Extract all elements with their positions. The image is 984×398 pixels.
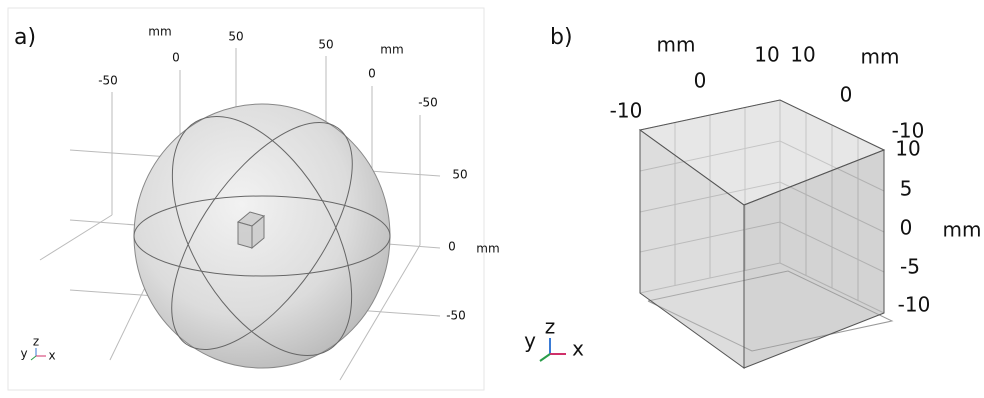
axis-label: 0 xyxy=(840,83,853,107)
axis-label: 0 xyxy=(448,240,456,254)
axis-label: mm xyxy=(476,242,499,256)
axis-label: -10 xyxy=(898,293,931,317)
axis-label: 10 xyxy=(790,43,815,67)
panel-label: b) xyxy=(550,25,573,50)
axis-label: 50 xyxy=(318,38,333,52)
axis-label: 10 xyxy=(895,137,920,161)
axis-label: 0 xyxy=(172,51,180,65)
axis-label: 50 xyxy=(452,168,467,182)
axis-label: 0 xyxy=(368,67,376,81)
axis-triad: y z x xyxy=(20,335,55,363)
axis-triad: y z x xyxy=(524,315,584,362)
axis-label: mm xyxy=(861,45,900,69)
axis-label: mm xyxy=(657,33,696,57)
triad-label: z xyxy=(545,315,556,339)
axis-label: -5 xyxy=(900,255,920,279)
triad-label: y xyxy=(524,329,536,353)
axis-label: 0 xyxy=(694,69,707,93)
axis-label: 10 xyxy=(754,43,779,67)
axis-label: mm xyxy=(380,43,403,57)
axis-label: -50 xyxy=(98,74,118,88)
axis-label: mm xyxy=(148,25,171,39)
panel-a: a) mm 0 50 -50 50 mm 0 -50 50 0 mm -50 y… xyxy=(8,8,500,390)
axis-label: 50 xyxy=(228,30,243,44)
axis-label: -50 xyxy=(418,96,438,110)
axis-label: 0 xyxy=(900,216,913,240)
panel-b: b) mm 10 10 mm 0 0 -10 -10 10 5 0 mm -5 … xyxy=(524,25,981,368)
figure: a) mm 0 50 -50 50 mm 0 -50 50 0 mm -50 y… xyxy=(0,0,984,398)
axis-label: 5 xyxy=(900,177,913,201)
panel-label: a) xyxy=(14,25,36,50)
cube xyxy=(640,100,884,368)
axis-label: mm xyxy=(943,218,982,242)
triad-label: y xyxy=(20,347,27,361)
axis-label: -50 xyxy=(446,309,466,323)
triad-label: x xyxy=(572,337,584,361)
axis-label: -10 xyxy=(610,99,643,123)
triad-label: z xyxy=(33,335,39,349)
triad-label: x xyxy=(48,349,55,363)
